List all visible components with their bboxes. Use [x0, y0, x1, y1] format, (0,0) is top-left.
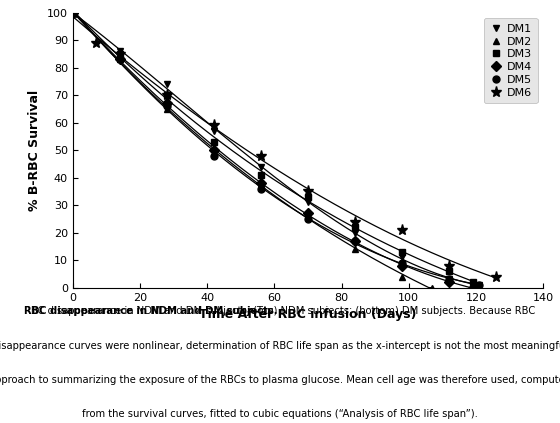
Text: RBC disappearance in NDM and DM subjects.: RBC disappearance in NDM and DM subjects… [25, 306, 278, 316]
Legend: DM1, DM2, DM3, DM4, DM5, DM6: DM1, DM2, DM3, DM4, DM5, DM6 [483, 18, 538, 103]
DM6 [352, 219, 358, 224]
DM5 [211, 153, 217, 158]
DM1 [258, 164, 264, 169]
DM1 [116, 49, 123, 54]
DM1 [476, 283, 483, 288]
DM1 [352, 230, 358, 235]
DM6 [116, 51, 123, 56]
DM5 [399, 261, 405, 266]
DM5 [305, 217, 311, 222]
DM2 [258, 181, 264, 186]
DM1 [211, 129, 217, 134]
DM5 [164, 104, 170, 109]
DM4 [69, 10, 76, 15]
DM6 [399, 228, 405, 233]
DM6 [211, 123, 217, 128]
Text: disappearance curves were nonlinear, determination of RBC life span as the x-int: disappearance curves were nonlinear, det… [0, 341, 560, 351]
DM4 [258, 181, 264, 186]
DM4 [305, 211, 311, 216]
DM2 [352, 247, 358, 252]
DM3 [469, 280, 476, 285]
DM6 [493, 274, 500, 279]
DM4 [164, 101, 170, 106]
DM6 [305, 189, 311, 194]
DM4 [116, 57, 123, 62]
DM1 [446, 277, 452, 282]
DM6 [69, 10, 76, 15]
DM4 [446, 280, 452, 285]
DM5 [69, 10, 76, 15]
DM4 [469, 285, 476, 290]
DM3 [352, 225, 358, 230]
DM3 [69, 10, 76, 15]
Line: DM1: DM1 [69, 9, 483, 288]
DM3 [446, 269, 452, 274]
DM3 [399, 250, 405, 255]
DM3 [258, 173, 264, 178]
DM4 [352, 239, 358, 244]
DM1 [305, 200, 311, 205]
DM6 [93, 41, 100, 46]
DM3 [164, 93, 170, 98]
X-axis label: Time After RBC infusion (Days): Time After RBC infusion (Days) [199, 308, 417, 321]
DM5 [258, 186, 264, 191]
Line: DM5: DM5 [69, 9, 483, 288]
DM3 [305, 195, 311, 200]
DM5 [352, 239, 358, 244]
Line: DM6: DM6 [67, 7, 502, 282]
DM6 [446, 263, 452, 268]
DM1 [399, 255, 405, 260]
DM4 [211, 148, 217, 153]
DM4 [399, 263, 405, 268]
DM3 [116, 51, 123, 56]
Text: RBC disappearance in NDM and DM subjects. (Top) NDM subjects; (bottom) DM subjec: RBC disappearance in NDM and DM subjects… [25, 306, 535, 316]
DM3 [211, 140, 217, 145]
Text: approach to summarizing the exposure of the RBCs to plasma glucose. Mean cell ag: approach to summarizing the exposure of … [0, 375, 560, 385]
Line: DM2: DM2 [69, 9, 436, 291]
DM6 [164, 93, 170, 98]
DM2 [211, 151, 217, 156]
Line: DM3: DM3 [69, 9, 476, 286]
DM5 [446, 277, 452, 282]
DM2 [69, 10, 76, 15]
DM5 [116, 57, 123, 62]
DM2 [305, 214, 311, 219]
DM1 [69, 10, 76, 15]
DM5 [476, 283, 483, 288]
DM2 [116, 57, 123, 62]
DM6 [258, 153, 264, 158]
Text: from the survival curves, fitted to cubic equations (“Analysis of RBC life span”: from the survival curves, fitted to cubi… [82, 409, 478, 419]
DM2 [429, 285, 436, 290]
DM2 [399, 274, 405, 279]
DM2 [164, 106, 170, 111]
DM1 [164, 82, 170, 87]
Y-axis label: % B-RBC Survival: % B-RBC Survival [29, 90, 41, 211]
Line: DM4: DM4 [69, 9, 476, 291]
